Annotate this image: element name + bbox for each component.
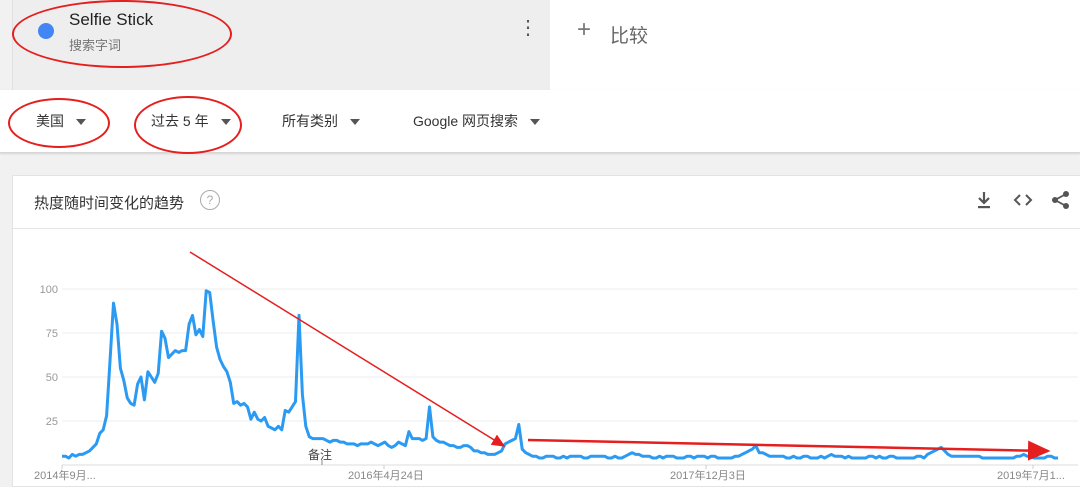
panel-header: 热度随时间变化的趋势 ?	[13, 176, 1080, 229]
embed-icon[interactable]	[1013, 190, 1033, 215]
search-type-filter[interactable]: Google 网页搜索	[413, 111, 541, 131]
caret-down-icon	[220, 119, 231, 126]
search-type-filter-label: Google 网页搜索	[413, 113, 519, 129]
y-tick-label: 100	[40, 284, 58, 296]
interest-over-time-panel: 热度随时间变化的趋势 ?	[12, 175, 1080, 487]
y-tick-label: 75	[46, 328, 58, 340]
term-color-dot	[38, 23, 54, 39]
term-name: Selfie Stick	[69, 10, 154, 29]
category-filter-label: 所有类别	[282, 113, 338, 129]
region-filter[interactable]: 美国	[36, 111, 86, 131]
share-icon[interactable]	[1051, 190, 1071, 215]
x-tick-label: 2016年4月24日	[348, 468, 424, 482]
time-filter-label: 过去 5 年	[151, 113, 209, 129]
time-filter[interactable]: 过去 5 年	[151, 111, 231, 131]
y-tick-label: 25	[46, 416, 58, 428]
caret-down-icon	[76, 119, 86, 126]
download-icon[interactable]	[976, 190, 992, 215]
series-line	[62, 289, 1058, 460]
annotation-label: 备注	[308, 447, 332, 462]
x-tick-label: 2019年7月1...	[997, 468, 1065, 482]
help-icon[interactable]: ?	[200, 190, 220, 210]
search-term-card[interactable]: Selfie Stick 搜索字词 ⋮	[12, 0, 551, 90]
compare-button[interactable]: + 比较	[550, 0, 1080, 90]
annotation-arrow-decline	[189, 251, 506, 447]
more-vert-icon[interactable]: ⋮	[518, 17, 538, 39]
region-filter-label: 美国	[36, 113, 64, 129]
compare-label: 比较	[610, 26, 649, 47]
caret-down-icon	[350, 119, 360, 126]
caret-down-icon	[530, 119, 541, 126]
term-type: 搜索字词	[69, 38, 122, 53]
filter-bar: 美国 过去 5 年 所有类别 Google 网页搜索	[0, 90, 1080, 154]
plus-icon: +	[577, 16, 592, 43]
panel-title: 热度随时间变化的趋势	[34, 195, 185, 212]
x-tick-label: 2017年12月3日	[670, 468, 746, 482]
annotation-arrow-flat	[527, 438, 1051, 461]
y-tick-label: 50	[46, 372, 58, 384]
x-tick-label: 2014年9月...	[34, 468, 96, 482]
category-filter[interactable]: 所有类别	[282, 111, 360, 131]
